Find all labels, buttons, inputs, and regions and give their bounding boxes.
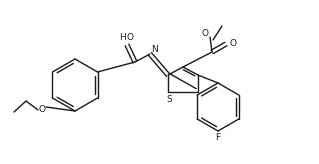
Text: O: O xyxy=(202,30,209,39)
Text: N: N xyxy=(151,44,157,53)
Text: O: O xyxy=(39,104,46,113)
Text: H: H xyxy=(119,33,125,42)
Text: O: O xyxy=(127,33,133,42)
Text: F: F xyxy=(215,133,220,143)
Text: S: S xyxy=(166,94,172,103)
Text: O: O xyxy=(229,40,236,49)
